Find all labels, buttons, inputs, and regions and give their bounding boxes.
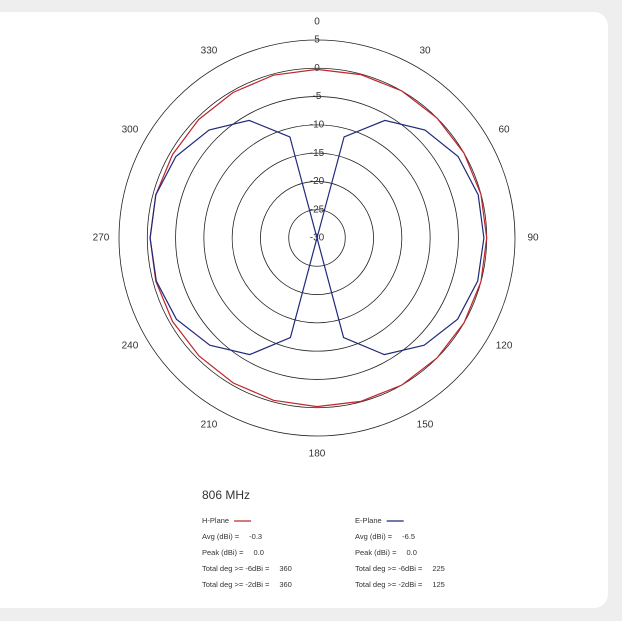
angle-tick-label: 300 — [122, 125, 139, 136]
angle-tick-label: 180 — [309, 449, 326, 460]
stat-label: Peak (dBi) = — [202, 548, 244, 557]
stat-value: 360 — [279, 564, 292, 573]
stat-label: Total deg >= -6dBi = — [202, 564, 270, 573]
stat-label: Peak (dBi) = — [355, 548, 397, 557]
stat-label: Total deg >= -6dBi = — [355, 564, 423, 573]
legend-label: H-Plane — [202, 516, 229, 525]
grid-ring — [118, 39, 516, 437]
stat-label: Total deg >= -2dBi = — [355, 580, 423, 589]
stat-label: Avg (dBi) = — [355, 532, 393, 541]
stat-label: Total deg >= -2dBi = — [202, 580, 270, 589]
r-tick-label: -25 — [310, 204, 325, 215]
r-tick-label: -5 — [313, 91, 322, 102]
angle-tick-label: 240 — [122, 341, 139, 352]
grid-ring — [288, 209, 346, 267]
grid-ring — [175, 96, 459, 380]
stat-label: Avg (dBi) = — [202, 532, 240, 541]
card — [0, 12, 608, 608]
stat-value: 125 — [432, 580, 445, 589]
series-line — [149, 119, 485, 356]
series-line — [149, 68, 488, 408]
angle-tick-label: 210 — [201, 420, 218, 431]
grid-ring — [231, 152, 403, 324]
stat-value: -0.3 — [249, 532, 262, 541]
angle-tick-label: 90 — [527, 233, 539, 244]
r-tick-label: 0 — [314, 63, 320, 74]
grid-ring — [260, 181, 374, 295]
angle-tick-label: 330 — [201, 46, 218, 57]
stat-value: 0.0 — [406, 548, 416, 557]
r-tick-label: -15 — [310, 148, 325, 159]
r-tick-label: -20 — [310, 176, 325, 187]
r-tick-label: 5 — [314, 35, 320, 46]
stat-value: 225 — [432, 564, 445, 573]
stat-value: 360 — [279, 580, 292, 589]
angle-tick-label: 60 — [498, 125, 510, 136]
angle-tick-label: 0 — [314, 17, 320, 28]
chart-title: 806 MHz — [202, 488, 250, 502]
stat-value: -6.5 — [402, 532, 415, 541]
angle-tick-label: 120 — [496, 341, 513, 352]
angle-tick-label: 270 — [93, 233, 110, 244]
angle-tick-label: 150 — [417, 420, 434, 431]
r-tick-label: -10 — [310, 119, 325, 130]
stat-value: 0.0 — [253, 548, 263, 557]
grid-ring — [203, 124, 431, 352]
legend-label: E-Plane — [355, 516, 382, 525]
angle-tick-label: 30 — [419, 46, 431, 57]
